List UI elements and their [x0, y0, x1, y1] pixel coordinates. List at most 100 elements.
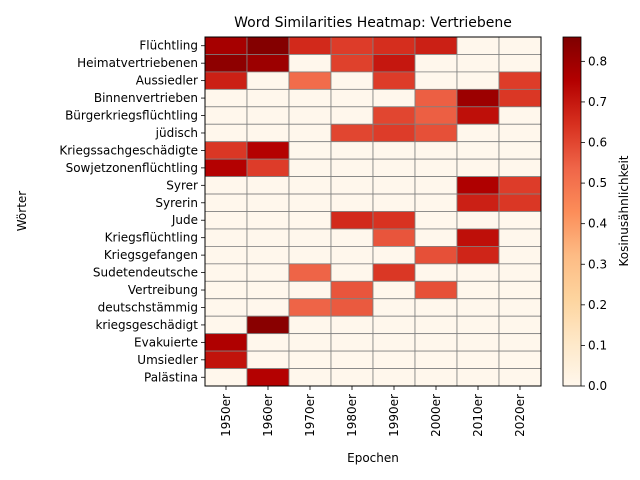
chart-title: Word Similarities Heatmap: Vertriebene [234, 15, 512, 31]
heatmap-cell [288, 315, 332, 335]
heatmap-cell [456, 176, 500, 195]
heatmap-cell [288, 71, 332, 90]
heatmap-cell [414, 245, 458, 265]
heatmap-cell [372, 228, 416, 247]
heatmap-cell [330, 228, 374, 247]
heatmap-cell [456, 245, 500, 265]
heatmap-cell [456, 141, 500, 160]
heatmap-cell [330, 350, 374, 369]
heatmap-cell [204, 123, 248, 143]
heatmap-cell [288, 263, 332, 282]
heatmap-cell [246, 263, 290, 282]
x-tick-labels: 1950er 1960er 1970er 1980er 1990er 2000er 2010… [219, 386, 527, 437]
heatmap-cell [288, 193, 332, 212]
colorbar-tick-label: 0.6 [588, 136, 607, 150]
heatmap-cell [246, 36, 290, 55]
heatmap-cell [414, 176, 458, 195]
heatmap-cell [372, 123, 416, 143]
heatmap-cell [456, 298, 500, 317]
heatmap-cell [330, 106, 374, 125]
heatmap-cell [288, 245, 332, 265]
heatmap-cell [456, 211, 500, 230]
heatmap-cell [372, 193, 416, 212]
y-tick-labels: Flüchtling Heimatvertriebenen Aussiedler Bi… [59, 39, 205, 384]
heatmap-cell [372, 71, 416, 90]
heatmap-cell [498, 228, 542, 247]
heatmap-cell [204, 350, 248, 369]
x-tick-label: 1970er [303, 394, 317, 437]
heatmap-cell [498, 368, 542, 387]
heatmap-cell [246, 298, 290, 317]
y-tick-label: Jude [171, 213, 198, 227]
heatmap-cell [246, 193, 290, 212]
heatmap-cell [246, 245, 290, 265]
heatmap-cell [204, 71, 248, 90]
heatmap-cell [372, 88, 416, 108]
heatmap-cell [204, 158, 248, 177]
heatmap-cell [456, 106, 500, 125]
heatmap-cells [204, 36, 542, 387]
heatmap-cell [498, 333, 542, 352]
heatmap-cell [204, 280, 248, 300]
heatmap-cell [246, 228, 290, 247]
heatmap-cell [498, 193, 542, 212]
heatmap-cell [246, 141, 290, 160]
heatmap-cell [330, 54, 374, 73]
heatmap-cell [288, 106, 332, 125]
heatmap-cell [414, 106, 458, 125]
x-tick-label: 2000er [429, 394, 443, 437]
heatmap-cell [498, 158, 542, 177]
heatmap-cell [498, 88, 542, 108]
heatmap-cell [414, 211, 458, 230]
heatmap-cell [498, 245, 542, 265]
heatmap-cell [456, 193, 500, 212]
heatmap-cell [330, 245, 374, 265]
heatmap-cell [456, 280, 500, 300]
heatmap-cell [330, 158, 374, 177]
x-tick-label: 1990er [387, 394, 401, 437]
heatmap-cell [288, 158, 332, 177]
heatmap-cell [246, 368, 290, 387]
heatmap-cell [246, 333, 290, 352]
heatmap-cell [414, 141, 458, 160]
heatmap-cell [288, 333, 332, 352]
heatmap-cell [372, 36, 416, 55]
colorbar-tick-label: 0.3 [588, 257, 607, 271]
heatmap-cell [204, 36, 248, 55]
heatmap-cell [246, 176, 290, 195]
y-tick-label: Kriegsgefangen [104, 248, 198, 262]
heatmap-cell [246, 106, 290, 125]
heatmap-cell [498, 350, 542, 369]
y-tick-label: Palästina [144, 370, 198, 384]
heatmap-cell [246, 123, 290, 143]
plot-frame [204, 36, 542, 387]
heatmap-cell [456, 263, 500, 282]
heatmap-cell [204, 88, 248, 108]
x-tick-label: 1980er [345, 394, 359, 437]
y-tick-label: Evakuierte [134, 335, 198, 349]
heatmap-cell [204, 333, 248, 352]
heatmap-cell [456, 54, 500, 73]
heatmap-cell [330, 368, 374, 387]
y-tick-label: Vertreibung [128, 283, 198, 297]
heatmap-cell [330, 123, 374, 143]
x-tick-label: 2020er [513, 394, 527, 437]
heatmap-cell [372, 280, 416, 300]
colorbar-tick-label: 0.2 [588, 298, 607, 312]
heatmap-cell [372, 263, 416, 282]
heatmap-cell [288, 350, 332, 369]
colorbar-tick-label: 0.4 [588, 217, 607, 231]
heatmap-cell [414, 298, 458, 317]
heatmap-cell [456, 158, 500, 177]
colorbar-tick-label: 0.5 [588, 176, 607, 190]
colorbar-tick-label: 0.7 [588, 95, 607, 109]
heatmap-cell [204, 54, 248, 73]
heatmap-cell [372, 298, 416, 317]
y-tick-label: Flüchtling [139, 39, 198, 53]
heatmap-cell [330, 193, 374, 212]
colorbar-ticks: 0.0 0.1 0.2 0.3 0.4 0.5 0.6 0.7 0.8 [581, 54, 607, 393]
colorbar-label: Kosinusähnlichkeit [617, 155, 631, 266]
heatmap-cell [498, 141, 542, 160]
heatmap-cell [372, 245, 416, 265]
